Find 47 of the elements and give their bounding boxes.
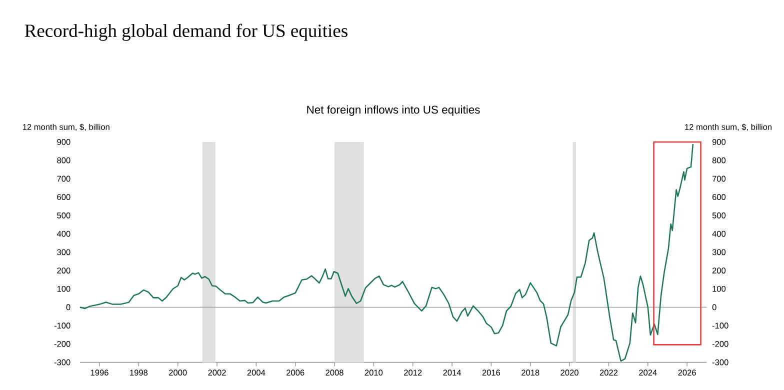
y2-tick-label: -200 <box>712 341 728 348</box>
y-tick-label: -200 <box>54 341 70 348</box>
y-tick-label: 200 <box>57 268 70 274</box>
y2-tick-label: 400 <box>712 230 726 237</box>
x-tick-label: 2026 <box>678 370 696 376</box>
x-tick-label: 2020 <box>560 370 578 376</box>
x-tick-label: 2008 <box>326 370 344 376</box>
y-tick-label: -100 <box>54 322 70 329</box>
x-tick-label: 2016 <box>482 370 500 376</box>
x-tick-label: 2006 <box>286 370 304 376</box>
x-tick-label: 1998 <box>130 370 148 376</box>
y2-axis-title: 12 month sum, $, billion <box>685 124 772 132</box>
x-tick-label: 2022 <box>600 370 618 376</box>
y2-tick-label: 500 <box>712 212 726 218</box>
chart-title: Record-high global demand for US equities <box>24 24 348 41</box>
y2-tick-label: 800 <box>712 158 726 164</box>
y2-tick-label: -300 <box>712 360 728 366</box>
y-tick-label: 900 <box>57 139 70 146</box>
x-tick-label: 2000 <box>169 370 187 376</box>
y2-tick-label: 300 <box>712 249 726 256</box>
x-tick-label: 2012 <box>404 370 422 376</box>
y-tick-label: 300 <box>57 249 70 256</box>
x-tick-label: 2010 <box>364 370 383 376</box>
y2-tick-label: 700 <box>712 176 726 182</box>
y-tick-label: 100 <box>57 286 70 292</box>
y2-tick-label: 600 <box>712 194 726 200</box>
y-tick-label: -300 <box>54 360 70 366</box>
y2-tick-label: -100 <box>712 322 728 329</box>
line-series <box>79 144 694 362</box>
y-tick-label: 600 <box>57 194 70 200</box>
y-tick-label: 500 <box>57 212 70 218</box>
x-tick-label: 2018 <box>522 370 540 376</box>
x-tick-label: 2024 <box>639 370 657 376</box>
chart-subtitle: Net foreign inflows into US equities <box>307 106 480 116</box>
y-axis-title: 12 month sum, $, billion <box>22 124 110 132</box>
x-tick-label: 2004 <box>247 370 266 376</box>
y2-tick-label: 100 <box>712 286 726 292</box>
y-tick-label: 400 <box>56 230 70 237</box>
x-tick-label: 2014 <box>443 370 462 376</box>
y2-tick-label: 0 <box>712 304 716 310</box>
y2-tick-label: 900 <box>712 139 726 146</box>
y-tick-label: 0 <box>66 304 70 310</box>
y-tick-label: 800 <box>57 158 70 164</box>
x-tick-label: 2002 <box>208 370 226 376</box>
x-tick-label: 1996 <box>90 370 108 376</box>
y-tick-label: 700 <box>57 176 70 182</box>
y2-tick-label: 200 <box>712 268 726 274</box>
